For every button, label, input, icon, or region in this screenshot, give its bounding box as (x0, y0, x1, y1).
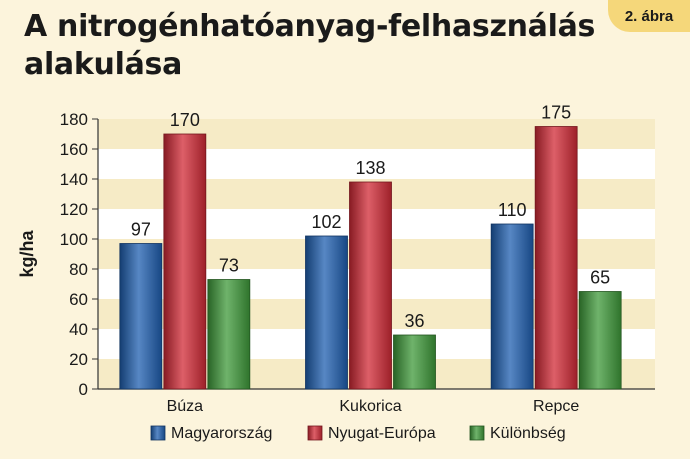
y-tick-label: 80 (69, 260, 88, 279)
bar-kukorica-2 (393, 334, 436, 390)
bar-kukorica-0 (305, 235, 348, 390)
y-tick-label: 40 (69, 320, 88, 339)
data-label: 138 (355, 158, 385, 178)
bar-búza-2 (207, 279, 251, 390)
bar-repce-2 (578, 291, 622, 390)
legend-swatch (307, 425, 323, 441)
legend-swatch (150, 425, 166, 441)
x-tick-label: Repce (533, 398, 579, 415)
data-label: 65 (590, 268, 610, 288)
figure-number-badge: 2. ábra (608, 0, 690, 32)
bar-repce-1 (534, 126, 578, 390)
data-label: 175 (541, 103, 571, 123)
legend-label: Különbség (490, 425, 566, 442)
bar-kukorica-1 (349, 181, 392, 390)
legend-swatch (469, 425, 485, 441)
y-axis-label: kg/ha (17, 230, 37, 278)
data-label: 110 (498, 200, 527, 220)
bar-búza-0 (119, 243, 163, 390)
data-label: 170 (170, 110, 200, 130)
y-tick-label: 120 (60, 200, 88, 219)
y-tick-label: 0 (79, 380, 88, 399)
x-tick-label: Búza (167, 398, 204, 415)
bar-búza-1 (163, 133, 207, 390)
y-tick-label: 160 (60, 140, 88, 159)
bar-repce-0 (490, 223, 534, 390)
x-tick-label: Kukorica (339, 398, 401, 415)
y-tick-label: 140 (60, 170, 88, 189)
chart-title: A nitrogénhatóanyag-felhasználás alakulá… (24, 9, 596, 82)
data-label: 36 (404, 311, 424, 331)
y-tick-label: 20 (69, 350, 88, 369)
y-tick-label: 60 (69, 290, 88, 309)
data-label: 97 (131, 220, 151, 240)
data-label: 73 (219, 256, 239, 276)
y-tick-label: 100 (60, 230, 88, 249)
legend-label: Nyugat-Európa (328, 425, 436, 442)
legend-label: Magyarország (171, 425, 272, 442)
y-tick-label: 180 (60, 110, 88, 129)
data-label: 102 (311, 212, 341, 232)
